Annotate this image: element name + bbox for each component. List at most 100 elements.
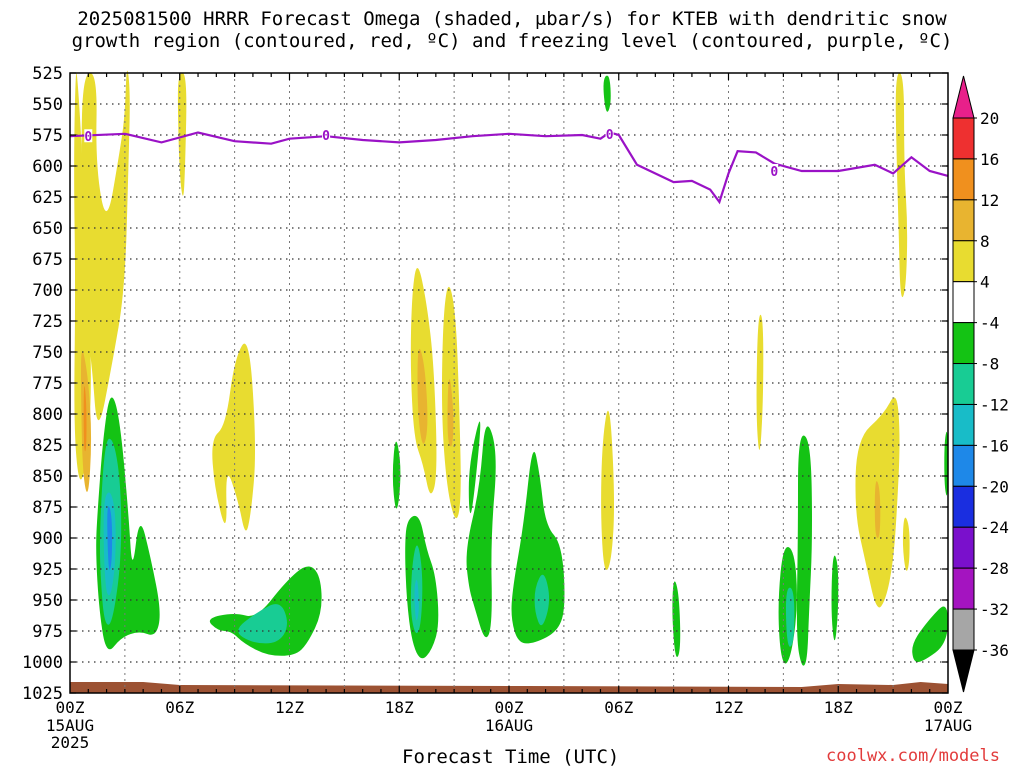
omega-region xyxy=(107,506,113,570)
freezing-label-bg xyxy=(605,126,614,140)
omega-region xyxy=(83,386,87,452)
omega-region xyxy=(212,343,256,531)
y-tick-label: 725 xyxy=(32,312,63,332)
colorbar-tick-label: -24 xyxy=(980,518,1009,537)
omega-region xyxy=(447,379,454,447)
omega-region xyxy=(601,410,615,571)
freezing-level-line xyxy=(69,131,949,205)
colorbar-swatch xyxy=(952,322,975,365)
y-tick-label: 875 xyxy=(32,498,63,518)
colorbar-tick-label: 12 xyxy=(980,191,999,210)
colorbar-swatch xyxy=(952,526,975,569)
colorbar-top-arrow xyxy=(952,75,975,119)
colorbar-tick-label: 4 xyxy=(980,273,990,292)
chart-title-line-2: growth region (contoured, red, ºC) and f… xyxy=(71,30,953,52)
omega-region xyxy=(177,73,187,196)
colorbar-bottom-arrow xyxy=(952,649,975,693)
colorbar-tick-label: -16 xyxy=(980,436,1009,455)
omega-region xyxy=(895,73,908,298)
omega-region xyxy=(534,574,550,626)
omega-region xyxy=(672,581,681,658)
credit-text[interactable]: coolwx.com/models xyxy=(826,746,1000,766)
y-tick-labels: 525 550 575 600 625 650 675 700 725 750 775 800 825 8… xyxy=(22,64,63,704)
colorbar-swatch xyxy=(952,444,975,487)
colorbar-swatch xyxy=(952,567,975,610)
omega-region xyxy=(392,441,401,509)
omega-region xyxy=(796,435,812,666)
freezing-label-bg xyxy=(770,163,779,177)
y-tick-label: 600 xyxy=(32,157,63,177)
omega-region xyxy=(902,517,910,571)
y-tick-label: 900 xyxy=(32,529,63,549)
omega-region xyxy=(414,579,419,621)
freezing-level-label: 0 xyxy=(84,130,92,145)
freezing-label-bg xyxy=(322,128,331,141)
y-tick-label: 650 xyxy=(32,219,63,239)
x-tick-sublabel: 16AUG xyxy=(485,716,533,735)
x-tick-label: 06Z xyxy=(165,698,194,717)
x-tick-label: 00Z xyxy=(934,698,963,717)
freezing-level-label: 0 xyxy=(322,129,330,144)
omega-region xyxy=(238,604,287,644)
omega-region xyxy=(466,426,496,638)
x-tick-label: 18Z xyxy=(385,698,414,717)
colorbar-tick-label: -20 xyxy=(980,477,1009,496)
colorbar-swatch xyxy=(952,199,975,242)
omega-region xyxy=(468,421,481,514)
omega-region xyxy=(912,606,948,662)
colorbar-tick-label: -8 xyxy=(980,355,999,374)
omega-region xyxy=(511,451,565,644)
y-tick-label: 700 xyxy=(32,281,63,301)
colorbar-swatch xyxy=(952,240,975,283)
colorbar-tick-label: 16 xyxy=(980,150,999,169)
y-tick-label: 775 xyxy=(32,374,63,394)
freezing-label-bg xyxy=(84,129,93,143)
y-tick-label: 550 xyxy=(32,95,63,115)
grid-lines xyxy=(70,73,948,693)
colorbar-tick-label: -32 xyxy=(980,600,1009,619)
y-tick-label: 575 xyxy=(32,126,63,146)
x-axis-label: Forecast Time (UTC) xyxy=(402,746,620,768)
omega-region xyxy=(417,348,428,444)
omega-region xyxy=(944,431,948,496)
colorbar-swatch xyxy=(952,117,975,160)
x-tick-sublabel: 15AUG xyxy=(46,716,94,735)
freezing-level-label: 0 xyxy=(606,128,614,143)
colorbar-swatch xyxy=(952,608,975,651)
freezing-level: 0 0 0 0 xyxy=(69,126,949,205)
x-tick-label: 18Z xyxy=(824,698,853,717)
y-tick-label: 525 xyxy=(32,64,63,84)
y-tick-label: 800 xyxy=(32,405,63,425)
colorbar-tick-label: -28 xyxy=(980,559,1009,578)
x-tick-label: 00Z xyxy=(56,698,85,717)
colorbar-swatch xyxy=(952,281,975,324)
omega-region xyxy=(785,587,795,647)
colorbar-tick-label: 20 xyxy=(980,109,999,128)
omega-region xyxy=(603,75,611,112)
colorbar-swatch xyxy=(952,158,975,201)
x-tick-label: 06Z xyxy=(604,698,633,717)
omega-region xyxy=(874,481,881,538)
y-tick-label: 825 xyxy=(32,436,63,456)
omega-region xyxy=(831,555,839,641)
y-tick-label: 950 xyxy=(32,591,63,611)
y-tick-label: 925 xyxy=(32,560,63,580)
omega-region xyxy=(81,70,130,421)
omega-shading xyxy=(74,70,948,666)
freezing-level-label: 0 xyxy=(770,165,778,180)
y-tick-label: 625 xyxy=(32,188,63,208)
colorbar-tick-label: -12 xyxy=(980,395,1009,414)
colorbar-tick-label: 8 xyxy=(980,232,990,251)
x-tick-label: 00Z xyxy=(495,698,524,717)
y-tick-label: 675 xyxy=(32,250,63,270)
chart-title-line-1: 2025081500 HRRR Forecast Omega (shaded, … xyxy=(77,8,947,30)
x-tick-sublabel: 2025 xyxy=(51,733,90,752)
y-tick-label: 850 xyxy=(32,467,63,487)
x-tick-sublabel: 17AUG xyxy=(924,716,972,735)
y-tick-label: 1000 xyxy=(22,653,63,673)
y-tick-label: 750 xyxy=(32,343,63,363)
x-tick-label: 12Z xyxy=(714,698,743,717)
